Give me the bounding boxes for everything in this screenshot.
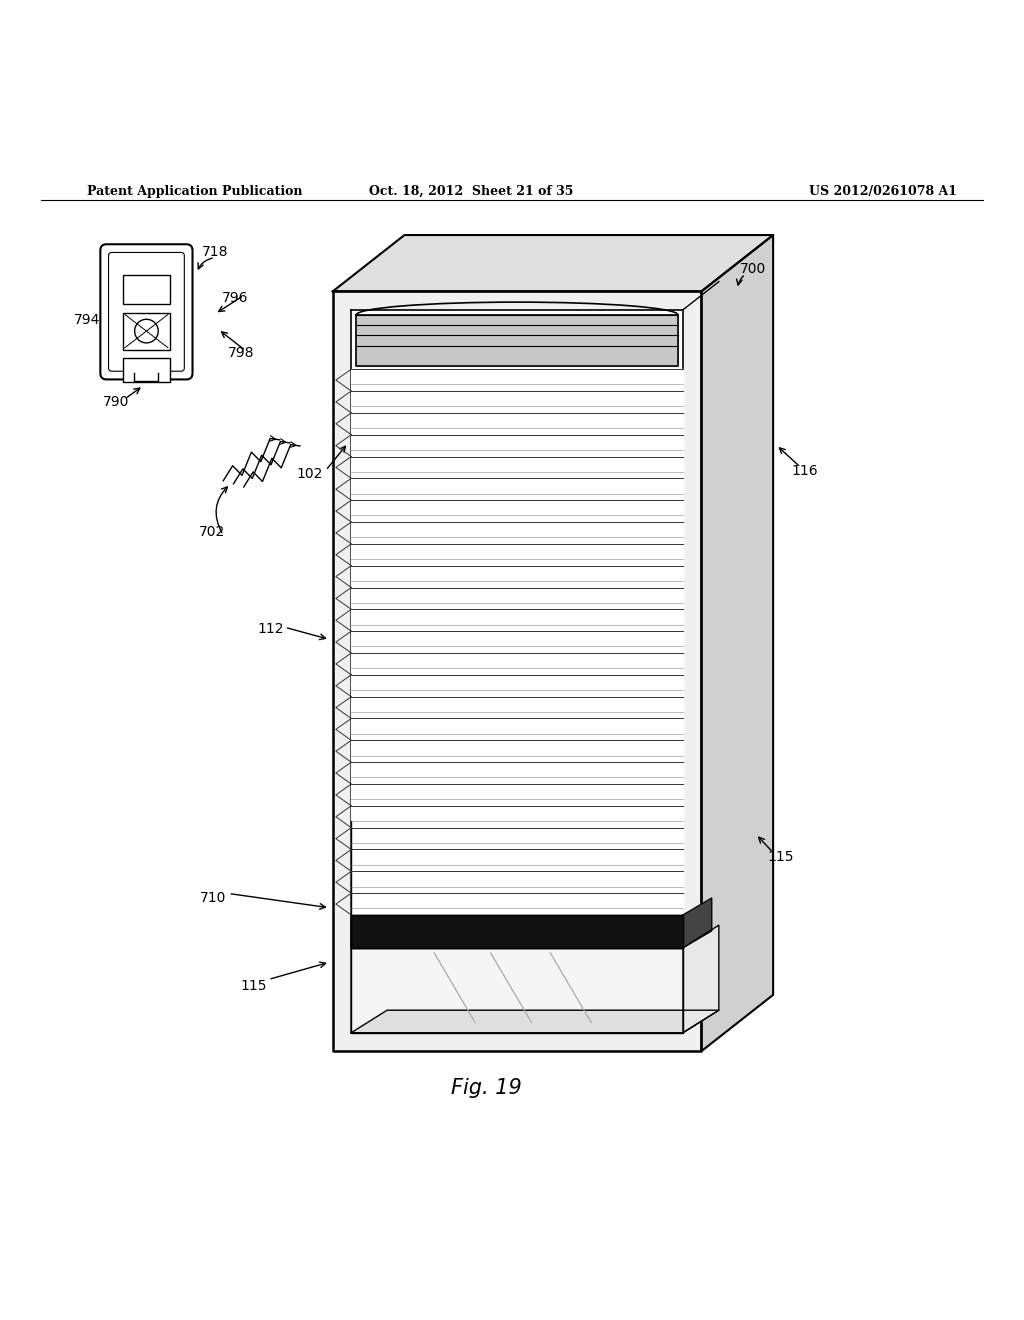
Text: 112: 112 [257, 622, 284, 636]
Polygon shape [351, 828, 683, 850]
Polygon shape [351, 566, 683, 587]
Text: 702: 702 [199, 525, 225, 539]
Polygon shape [351, 610, 683, 631]
Polygon shape [351, 391, 683, 413]
Polygon shape [351, 762, 683, 784]
Polygon shape [351, 675, 683, 697]
Polygon shape [351, 587, 683, 610]
Text: 796: 796 [222, 290, 249, 305]
Polygon shape [351, 544, 683, 566]
Polygon shape [351, 948, 683, 1032]
Polygon shape [333, 235, 773, 292]
Text: 114: 114 [622, 1014, 648, 1027]
Text: 790: 790 [102, 395, 129, 409]
Polygon shape [351, 805, 683, 828]
Polygon shape [351, 370, 683, 391]
Text: Fig. 19: Fig. 19 [451, 1078, 522, 1098]
Text: 798: 798 [227, 346, 254, 360]
Polygon shape [351, 718, 683, 741]
Polygon shape [351, 915, 683, 948]
Text: 794: 794 [74, 313, 100, 327]
Polygon shape [351, 413, 683, 434]
Polygon shape [351, 478, 683, 500]
Text: 102: 102 [296, 467, 323, 480]
FancyBboxPatch shape [100, 244, 193, 379]
Polygon shape [351, 871, 683, 894]
Polygon shape [351, 457, 683, 478]
Text: 115: 115 [767, 850, 794, 863]
Text: 115: 115 [241, 978, 267, 993]
Polygon shape [356, 315, 678, 366]
Polygon shape [351, 784, 683, 805]
Text: 718: 718 [202, 246, 228, 260]
Text: US 2012/0261078 A1: US 2012/0261078 A1 [809, 185, 957, 198]
Polygon shape [351, 500, 683, 521]
Polygon shape [351, 1010, 719, 1032]
Bar [123, 275, 170, 305]
Text: 700: 700 [739, 261, 766, 276]
Bar [123, 313, 170, 350]
Polygon shape [351, 850, 683, 871]
Text: Oct. 18, 2012  Sheet 21 of 35: Oct. 18, 2012 Sheet 21 of 35 [369, 185, 573, 198]
Polygon shape [683, 925, 719, 1032]
Polygon shape [683, 898, 712, 948]
Polygon shape [351, 741, 683, 762]
Bar [123, 358, 170, 383]
Polygon shape [701, 235, 773, 1051]
Polygon shape [351, 310, 683, 1032]
Polygon shape [351, 894, 683, 915]
Polygon shape [351, 697, 683, 718]
Polygon shape [351, 434, 683, 457]
Polygon shape [351, 631, 683, 653]
Text: 116: 116 [792, 463, 818, 478]
Text: 710: 710 [200, 891, 226, 904]
FancyBboxPatch shape [109, 252, 184, 371]
Polygon shape [333, 292, 701, 1051]
Text: 792: 792 [143, 256, 170, 269]
Polygon shape [351, 653, 683, 675]
Polygon shape [351, 521, 683, 544]
Text: 104: 104 [440, 322, 467, 337]
Text: Patent Application Publication: Patent Application Publication [87, 185, 302, 198]
